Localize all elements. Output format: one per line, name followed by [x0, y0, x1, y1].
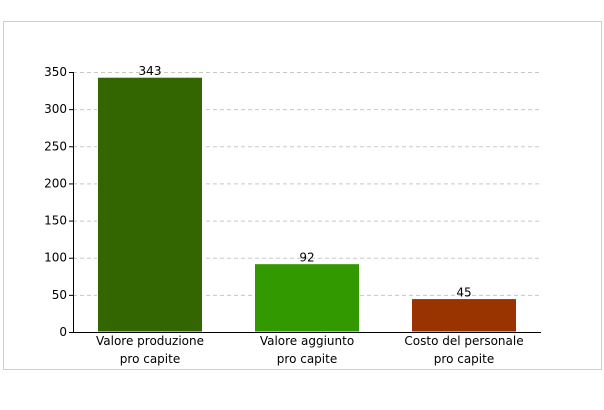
category-label-3-line-2: pro capite	[434, 352, 494, 366]
category-label-3-line-1: Costo del personale	[404, 334, 523, 348]
y-tick-label-300: 300	[44, 102, 67, 116]
category-label-2-line-2: pro capite	[277, 352, 337, 366]
y-tick-label-350: 350	[44, 65, 67, 79]
y-tick-label-50: 50	[52, 288, 67, 302]
y-tick-label-200: 200	[44, 176, 67, 190]
x-axis-categories: Valore produzione pro capite Valore aggiun…	[96, 334, 524, 366]
bar-3	[411, 298, 517, 333]
data-label-1: 343	[139, 64, 162, 78]
y-tick-label-0: 0	[59, 325, 67, 339]
bar-1	[97, 76, 203, 333]
y-tick-label-100: 100	[44, 251, 67, 265]
y-tick-label-150: 150	[44, 214, 67, 228]
bar-2	[254, 263, 360, 333]
category-label-1-line-2: pro capite	[120, 352, 180, 366]
category-label-1-line-1: Valore produzione	[96, 334, 204, 348]
data-labels: 343 92 45	[139, 64, 472, 299]
data-label-2: 92	[299, 251, 314, 265]
bars	[97, 76, 517, 333]
category-label-2-line-1: Valore aggiunto	[260, 334, 354, 348]
data-label-3: 45	[456, 286, 471, 300]
y-tick-label-250: 250	[44, 139, 67, 153]
y-axis-ticks: 0 50 100 150 200 250 300 350	[44, 65, 73, 339]
